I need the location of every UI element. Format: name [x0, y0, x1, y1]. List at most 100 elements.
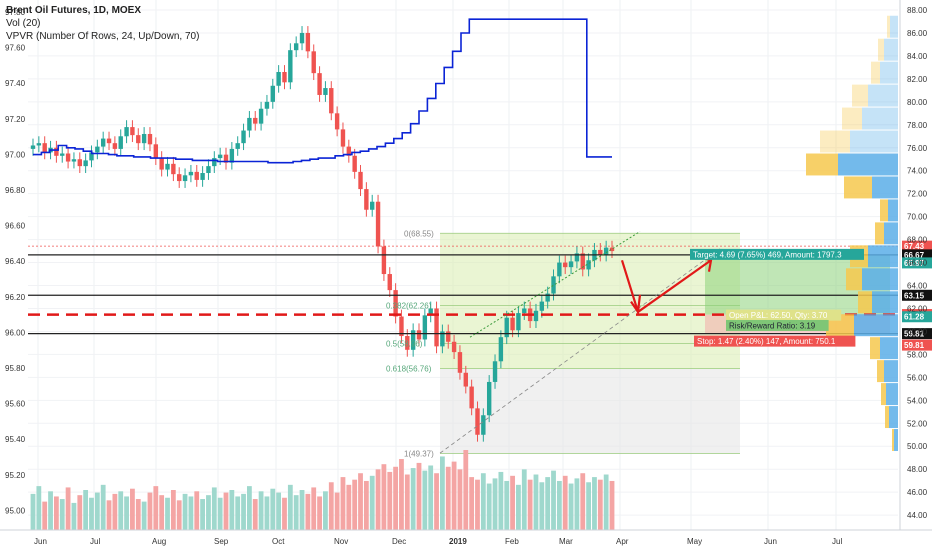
candle-body [434, 308, 439, 347]
volume-bar [428, 465, 434, 530]
vpvr-down-bar [885, 406, 889, 429]
vpvr-up-bar [884, 222, 898, 245]
fib-label: 0.618(56.76) [386, 365, 432, 374]
right-price-label-bg [902, 339, 932, 351]
volume-bar [59, 499, 65, 530]
volume-bar [410, 468, 416, 530]
x-tick-label: May [687, 537, 702, 546]
volume-bar [77, 495, 83, 530]
annotations: 0(68.55) 0.382(62.26) 0.5(58.96) 0.618(56.7… [386, 229, 932, 458]
left-tick-label: 95.80 [5, 364, 26, 373]
vpvr-down-bar [878, 38, 884, 61]
volume-bar [521, 469, 527, 530]
trend-line-2 [439, 248, 721, 454]
volume-bar [235, 496, 241, 530]
volume-bar [276, 492, 282, 530]
volume-bar [170, 490, 176, 530]
vpvr-down-bar [871, 61, 880, 84]
right-tick-label: 50.00 [907, 442, 928, 451]
x-tick-label: Jun [34, 537, 47, 546]
left-tick-label: 95.20 [5, 471, 26, 480]
left-tick-label: 96.00 [5, 328, 26, 337]
candle-body [235, 143, 240, 149]
position-label-ratio: Risk/Reward Ratio: 3.19 [729, 321, 816, 330]
vpvr-up-bar [862, 268, 898, 291]
volume-bar [311, 487, 317, 530]
x-tick-label: Nov [334, 537, 348, 546]
candle-body [498, 337, 504, 362]
volume-bar [539, 482, 545, 530]
candle-body [182, 175, 188, 182]
candle-body [358, 171, 363, 190]
right-tick-label: 52.00 [907, 419, 928, 428]
chart-title: Brent Oil Futures, 1D, MOEX [6, 5, 142, 16]
candle-body [393, 290, 398, 317]
position-label-bg [726, 319, 829, 331]
vpvr-up-bar [854, 314, 898, 337]
candle-body [60, 153, 65, 156]
candle-body [364, 189, 369, 210]
candle-body [387, 274, 392, 291]
right-tick-label: 84.00 [907, 52, 928, 61]
indicator-path [33, 18, 612, 164]
candle-body [311, 51, 316, 74]
vpvr-up-bar [872, 291, 898, 314]
vpvr-down-bar [852, 84, 868, 107]
right-tick-label: 68.00 [907, 236, 928, 245]
volume-bar [282, 497, 287, 530]
volume-bar [556, 480, 562, 530]
volume-bar [416, 462, 422, 530]
vpvr-down-bar [846, 268, 862, 291]
candle-body [440, 331, 445, 347]
candle-body [370, 201, 375, 210]
right-price-label: 59.81 [904, 330, 925, 339]
volume-bar [317, 496, 322, 530]
candle-body [557, 262, 562, 277]
candle-body [539, 301, 545, 311]
fib-label: 0.382(62.26) [386, 301, 432, 310]
volume-bar [492, 478, 498, 530]
candle-body [405, 336, 410, 350]
candle-body [334, 113, 340, 130]
candle-body [446, 331, 451, 342]
x-tick-label: 2019 [449, 537, 467, 546]
candle-body [586, 260, 591, 270]
volume-bar [352, 479, 358, 530]
candle-body [609, 247, 615, 252]
candle-body [106, 138, 112, 144]
volume-bar [609, 480, 615, 530]
candle-body [381, 246, 387, 275]
left-tick-label: 96.80 [5, 186, 26, 195]
right-tick-label: 54.00 [907, 396, 928, 405]
volume-bar [176, 500, 182, 530]
candle-body [551, 276, 556, 294]
candle-body [71, 159, 77, 162]
candle-body [533, 310, 539, 322]
trend-line [469, 231, 641, 338]
candle-body [30, 145, 36, 149]
volume-bar [48, 491, 53, 530]
vpvr-up-bar [886, 383, 898, 406]
volume-bar [246, 486, 252, 530]
volume-bar [580, 473, 586, 530]
position-label-stop: Stop: 1.47 (2.40%) 147, Amount: 750.1 [697, 337, 836, 346]
candle-body [159, 158, 164, 170]
volume-bar [445, 466, 451, 530]
candle-body [276, 71, 281, 86]
right-tick-label: 80.00 [907, 98, 928, 107]
candle-body [293, 43, 299, 51]
volume-bar [194, 491, 200, 530]
x-tick-label: Dec [392, 537, 406, 546]
position-label-bg [690, 248, 864, 260]
right-price-label: 66.67 [904, 251, 925, 260]
vpvr-up-bar [868, 245, 898, 268]
right-tick-label: 66.00 [907, 259, 928, 268]
volume-bar [568, 483, 574, 530]
candle-body [282, 71, 287, 83]
candle-body [416, 330, 422, 340]
volume-bar [211, 487, 217, 530]
vpvr-up-bar [890, 15, 898, 38]
volume-bar [323, 491, 328, 530]
right-price-label: 67.43 [904, 242, 925, 251]
